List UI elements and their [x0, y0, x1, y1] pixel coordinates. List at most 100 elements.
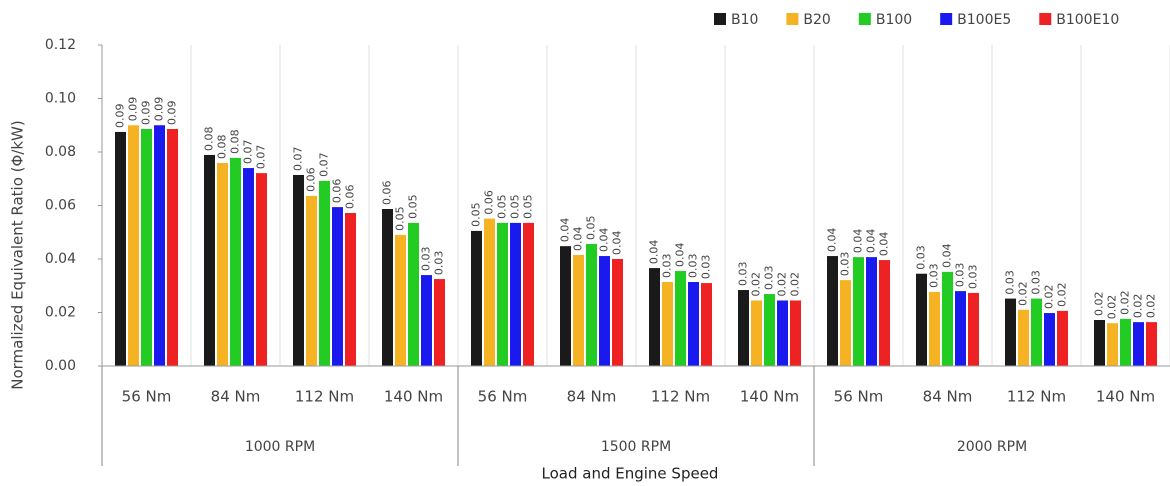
bar	[434, 279, 445, 366]
bar	[510, 222, 521, 366]
bar	[1018, 309, 1029, 366]
value-label: 0.03	[420, 247, 433, 272]
y-tick-label: 0.04	[45, 251, 76, 267]
value-label: 0.04	[648, 240, 661, 265]
bar	[777, 300, 788, 366]
bar	[942, 271, 953, 366]
x-tick-label: 84 Nm	[211, 388, 261, 406]
bar	[395, 234, 406, 366]
bar	[141, 128, 152, 366]
value-label: 0.04	[941, 243, 954, 268]
bar	[1057, 310, 1068, 366]
bar	[1133, 322, 1144, 366]
value-label: 0.04	[865, 229, 878, 254]
y-tick-label: 0.00	[45, 358, 76, 374]
bar	[968, 292, 979, 366]
bar	[256, 173, 267, 366]
value-label: 0.08	[216, 134, 229, 159]
value-label: 0.08	[229, 129, 242, 154]
x-tick-label: 84 Nm	[923, 388, 973, 406]
bar	[1120, 318, 1131, 366]
legend-swatch	[714, 13, 726, 25]
bar	[1146, 322, 1157, 366]
value-label: 0.09	[127, 97, 140, 122]
value-label: 0.08	[203, 126, 216, 151]
group-label: 1000 RPM	[245, 439, 315, 455]
value-label: 0.05	[394, 206, 407, 231]
value-label: 0.04	[852, 229, 865, 254]
value-label: 0.05	[522, 194, 535, 219]
value-label: 0.03	[954, 263, 967, 288]
value-label: 0.04	[559, 218, 572, 243]
x-tick-label: 84 Nm	[567, 388, 617, 406]
legend-swatch	[1039, 13, 1052, 25]
value-label: 0.05	[585, 216, 598, 241]
bar	[332, 207, 343, 366]
value-label: 0.03	[687, 254, 700, 279]
value-label: 0.02	[1106, 295, 1119, 320]
value-label: 0.03	[928, 263, 941, 288]
legend-label: B20	[803, 12, 830, 28]
x-tick-label: 112 Nm	[1007, 388, 1066, 406]
bar	[408, 222, 419, 366]
bar	[1031, 298, 1042, 366]
bar	[612, 259, 623, 366]
value-label: 0.09	[140, 100, 153, 125]
value-label: 0.02	[789, 272, 802, 297]
bar	[523, 222, 534, 366]
bar	[293, 175, 304, 366]
value-label: 0.04	[598, 228, 611, 253]
value-label: 0.03	[763, 266, 776, 291]
value-label: 0.03	[661, 254, 674, 279]
x-tick-label: 112 Nm	[651, 388, 710, 406]
y-tick-label: 0.08	[45, 144, 76, 160]
x-tick-label: 112 Nm	[295, 388, 354, 406]
value-label: 0.04	[826, 228, 839, 253]
bar	[154, 125, 165, 366]
x-tick-label: 140 Nm	[740, 388, 799, 406]
bar	[167, 128, 178, 366]
value-label: 0.06	[331, 179, 344, 204]
bar	[853, 257, 864, 366]
value-label: 0.06	[381, 180, 394, 205]
value-label: 0.02	[1145, 294, 1158, 319]
value-label: 0.06	[483, 190, 496, 215]
y-tick-label: 0.12	[45, 37, 76, 53]
bar	[217, 162, 228, 366]
y-axis-title: Normalized Equivalent Ratio (Φ/kW)	[9, 120, 27, 390]
legend-swatch	[940, 13, 953, 25]
bar	[840, 280, 851, 366]
bar	[243, 168, 254, 366]
bar	[1044, 313, 1055, 366]
bar	[649, 268, 660, 366]
value-label: 0.09	[114, 103, 127, 128]
y-tick-label: 0.02	[45, 305, 76, 321]
bar	[738, 290, 749, 366]
value-label: 0.05	[407, 194, 420, 219]
legend-label: B100E5	[957, 12, 1011, 28]
bar	[599, 256, 610, 366]
bar	[345, 212, 356, 366]
value-label: 0.02	[1043, 285, 1056, 310]
value-label: 0.02	[1093, 291, 1106, 316]
bar	[497, 222, 508, 366]
value-label: 0.04	[572, 226, 585, 251]
value-label: 0.09	[166, 100, 179, 125]
legend-label: B10	[731, 12, 758, 28]
value-label: 0.02	[1132, 294, 1145, 319]
x-tick-label: 140 Nm	[1096, 388, 1155, 406]
bar	[955, 291, 966, 366]
bar	[866, 257, 877, 366]
value-label: 0.06	[305, 167, 318, 192]
value-label: 0.06	[344, 184, 357, 209]
value-label: 0.02	[776, 272, 789, 297]
y-tick-label: 0.10	[45, 91, 76, 107]
value-label: 0.07	[255, 145, 268, 170]
x-tick-label: 56 Nm	[478, 388, 528, 406]
bar	[790, 300, 801, 366]
bar	[701, 283, 712, 366]
bar	[115, 131, 126, 366]
bar	[662, 282, 673, 366]
bar	[1005, 298, 1016, 366]
